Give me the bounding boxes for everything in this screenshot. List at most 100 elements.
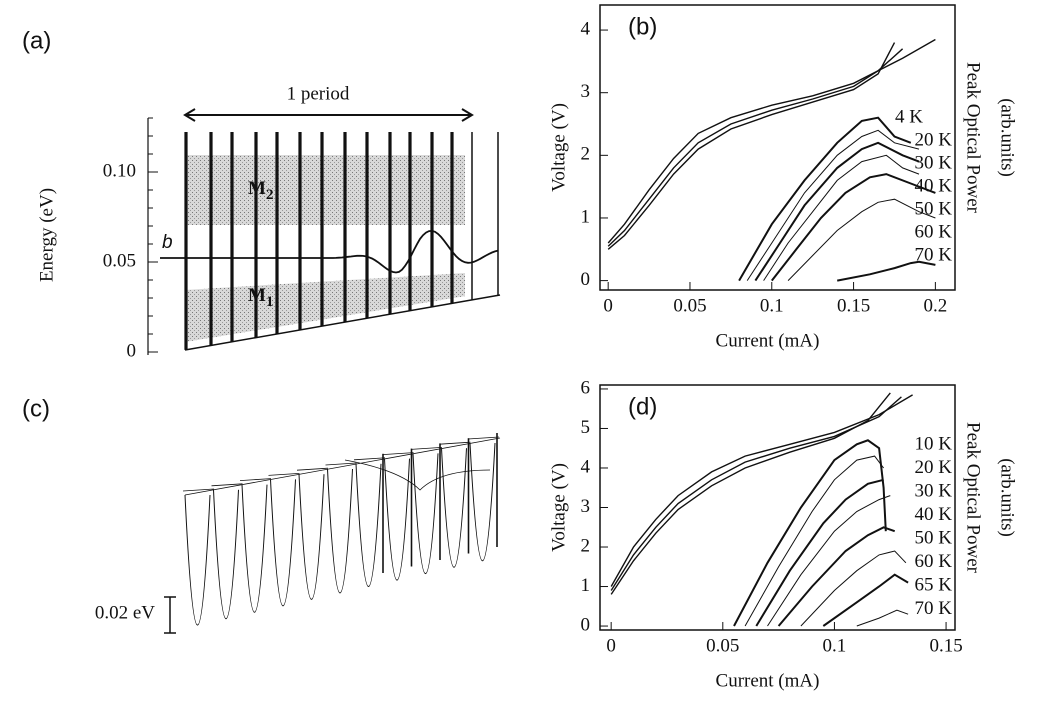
level — [410, 447, 443, 450]
power-curve — [771, 173, 936, 282]
plot-frame — [599, 4, 956, 291]
period-arrow — [183, 108, 474, 122]
y-tick-label: 0 — [581, 614, 591, 635]
panel-label: (a) — [22, 27, 51, 54]
y-tick-label: 1 — [581, 206, 591, 227]
y-tick-label: 2 — [581, 144, 591, 165]
level — [353, 457, 386, 461]
curve-label: 65 K — [915, 574, 953, 595]
level — [382, 452, 414, 455]
band-index: 2 — [266, 187, 274, 203]
y-tick-label: 4 — [581, 456, 591, 477]
y-tick-label: 0 — [581, 269, 591, 290]
y-tick-label: 3 — [581, 496, 591, 517]
level — [268, 473, 300, 476]
power-curve — [767, 495, 891, 627]
band-label: M2 — [248, 178, 273, 203]
y2-axis-label: (arb.units) — [997, 458, 1018, 537]
x-tick-label: 0.05 — [706, 635, 739, 656]
curve-label: 70 K — [915, 598, 953, 619]
power-curve — [746, 129, 920, 281]
curve-label: 70 K — [915, 244, 953, 265]
well — [469, 442, 496, 562]
power-curve — [733, 439, 887, 627]
x-tick-label: 0.05 — [673, 295, 706, 316]
x-axis-label: Current (mA) — [716, 330, 820, 351]
level — [239, 478, 272, 481]
curve-label: 40 K — [915, 175, 953, 196]
power-curve — [777, 526, 896, 627]
x-tick-label: 0.15 — [837, 295, 870, 316]
y-axis-label: Voltage (V) — [548, 463, 569, 552]
curve-label: 50 K — [915, 527, 953, 548]
scale-bar — [164, 596, 176, 634]
band-index: 1 — [266, 294, 274, 310]
well — [241, 484, 268, 613]
curve-label: 60 K — [915, 221, 953, 242]
curve-label: 4 K — [895, 106, 923, 127]
y-tick-label: 5 — [581, 417, 591, 438]
panel-label: (d) — [628, 393, 657, 420]
lower-band — [185, 273, 465, 342]
power-curve — [856, 609, 909, 627]
curve-label: 50 K — [915, 198, 953, 219]
well — [213, 489, 239, 619]
y-tick-label: 0.05 — [103, 250, 136, 271]
band-name: M — [248, 178, 266, 199]
y-tick-label: 1 — [581, 575, 591, 596]
power-curve — [755, 478, 884, 627]
scale-label: 0.02 eV — [95, 602, 155, 623]
well — [412, 453, 439, 574]
well — [384, 458, 410, 581]
y-tick-label: 6 — [581, 377, 591, 398]
power-curve — [822, 573, 909, 627]
well — [270, 479, 296, 606]
upper-band — [185, 155, 465, 225]
x-tick-label: 0 — [603, 295, 613, 316]
x-tick-label: 0.15 — [929, 635, 962, 656]
x-tick-label: 0.1 — [823, 635, 847, 656]
power-curve — [763, 154, 920, 281]
curve-label: 40 K — [915, 504, 953, 525]
power-curve — [738, 116, 912, 282]
y-tick-label: 3 — [581, 81, 591, 102]
y-axis-label: Voltage (V) — [548, 103, 569, 192]
panel-label: (b) — [628, 13, 657, 40]
panel-label: (c) — [22, 395, 50, 422]
well — [184, 494, 211, 626]
band-edge — [184, 294, 501, 351]
well — [298, 474, 325, 600]
wavefunction — [160, 229, 499, 274]
power-curve — [754, 141, 920, 282]
y-tick-label: 2 — [581, 535, 591, 556]
voltage-curve — [607, 48, 904, 247]
plot-frame — [599, 384, 956, 631]
power-curve — [787, 198, 936, 281]
envelope — [184, 437, 501, 496]
x-tick-label: 0.2 — [923, 295, 947, 316]
band-name: M — [248, 285, 266, 306]
curve-label: 10 K — [915, 433, 953, 454]
x-tick-label: 0.1 — [760, 295, 784, 316]
power-curve — [800, 550, 907, 627]
voltage-curve — [607, 42, 896, 250]
voltage-curve — [610, 392, 891, 595]
curve-label: 30 K — [915, 152, 953, 173]
voltage-curve — [610, 394, 913, 587]
well — [441, 448, 467, 568]
state-label: b — [162, 232, 173, 253]
curve-label: 30 K — [915, 480, 953, 501]
y-tick-label: 0.10 — [103, 160, 136, 181]
power-curve — [837, 260, 936, 282]
well — [355, 463, 382, 587]
level — [296, 467, 329, 471]
y2-axis-label: Peak Optical Power — [963, 422, 984, 574]
curve-label: 20 K — [915, 129, 953, 150]
y-tick-label: 4 — [581, 18, 591, 39]
level — [325, 462, 357, 466]
y2-axis-label: Peak Optical Power — [963, 62, 984, 214]
band-label: M1 — [248, 285, 273, 310]
period-label: 1 period — [287, 83, 350, 104]
level — [439, 441, 471, 445]
